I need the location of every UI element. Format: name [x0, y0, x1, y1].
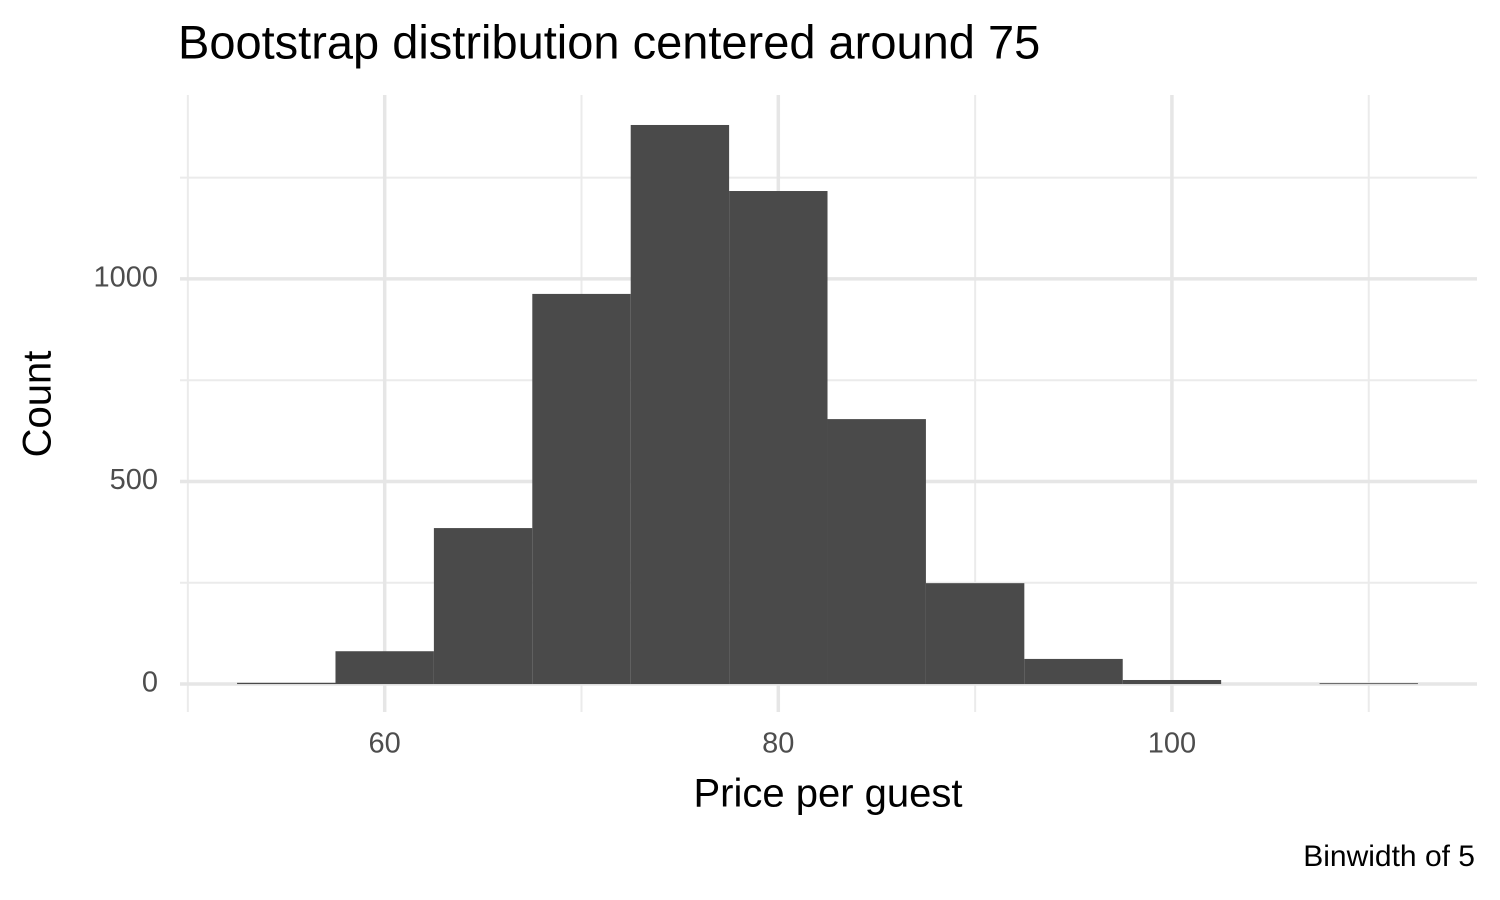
bar [532, 293, 631, 685]
chart-title: Bootstrap distribution centered around 7… [178, 15, 1040, 68]
x-tick-label: 100 [1148, 728, 1196, 760]
y-axis-label: Count [16, 351, 60, 458]
bar [1024, 658, 1123, 685]
bar [630, 124, 730, 685]
bar [335, 651, 434, 685]
x-tick-label: 60 [369, 728, 401, 760]
bar [827, 419, 926, 685]
bar [237, 682, 336, 685]
bar [729, 191, 828, 685]
y-tick-label: 500 [110, 464, 158, 496]
bar [433, 528, 533, 685]
x-axis-label: Price per guest [693, 772, 962, 816]
bar [1319, 683, 1418, 685]
x-tick-label: 80 [762, 728, 794, 760]
caption: Binwidth of 5 [1303, 840, 1475, 873]
bars [237, 124, 1418, 685]
bar [925, 583, 1025, 685]
bar [1122, 679, 1222, 685]
y-tick-label: 1000 [93, 262, 158, 294]
y-tick-label: 0 [142, 667, 158, 699]
